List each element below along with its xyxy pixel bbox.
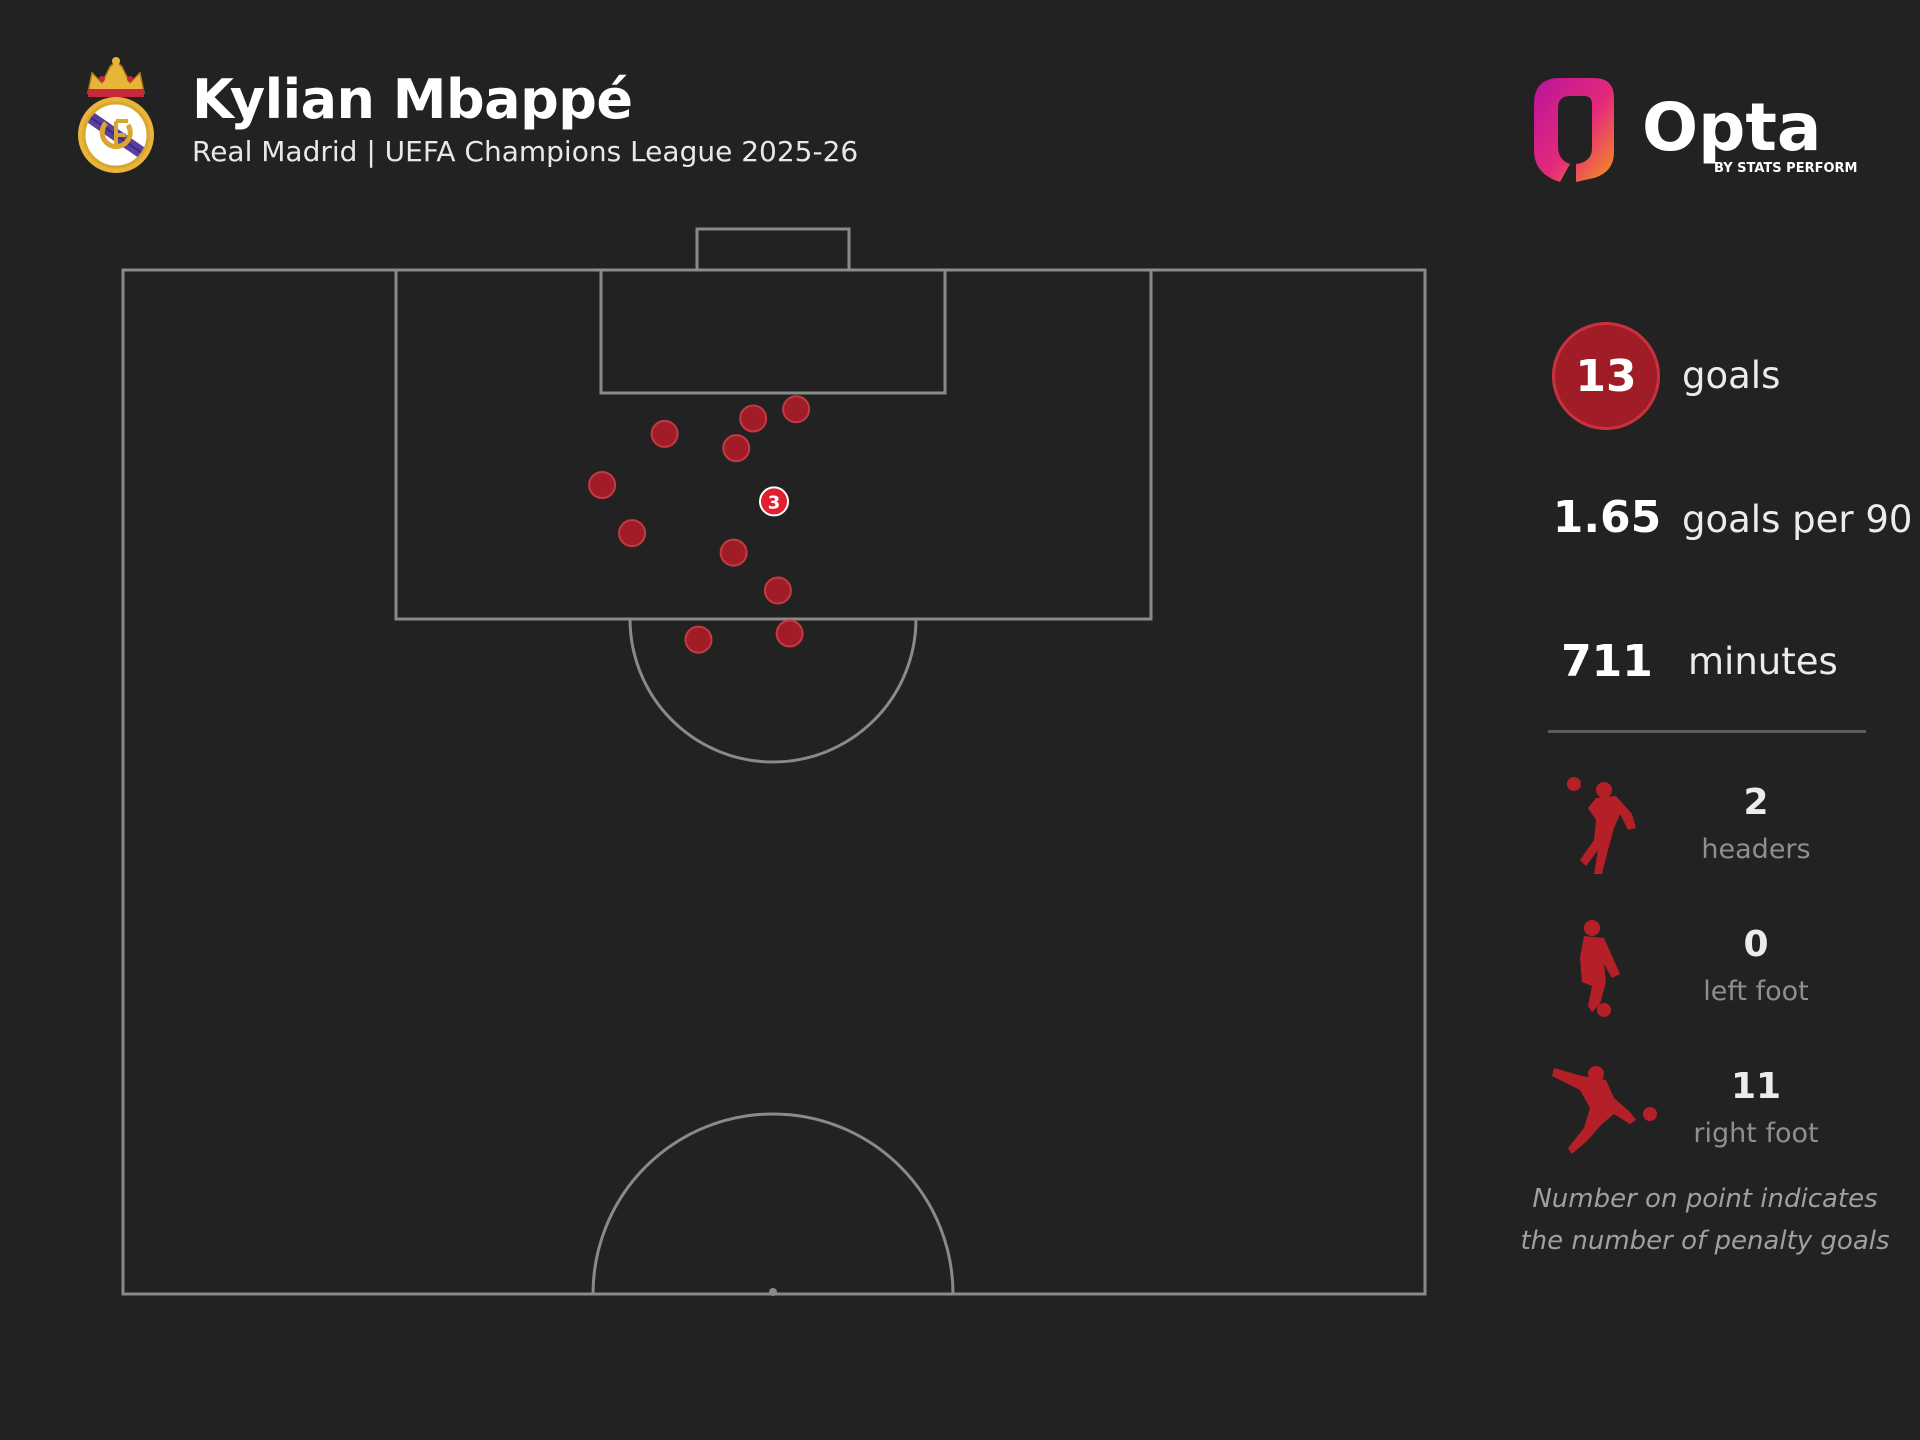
- right-foot-count: 11: [1730, 1066, 1782, 1107]
- goals-per-90-label: goals per 90: [1682, 498, 1913, 541]
- centre-circle: [591, 1112, 955, 1295]
- minutes-label: minutes: [1688, 640, 1838, 683]
- left-foot-player-icon: [1580, 920, 1620, 1017]
- stats-divider: [1548, 730, 1866, 733]
- minutes-value: 711: [1561, 636, 1653, 687]
- penalty-area: [394, 268, 1153, 621]
- footnote: Number on point indicates the number of …: [1520, 1184, 1890, 1256]
- goals-count-badge: 13: [1552, 322, 1660, 430]
- goals-label: goals: [1682, 354, 1781, 397]
- real-madrid-crest-icon: [78, 57, 154, 173]
- goal-marker: [782, 395, 811, 424]
- header-player-icon: [1567, 777, 1636, 874]
- headers-label: headers: [1701, 834, 1811, 865]
- opta-brand-text: Opta: [1642, 89, 1821, 166]
- goal-marker: [722, 434, 751, 463]
- goal-marker: [763, 576, 792, 605]
- six-yard-box: [599, 268, 947, 395]
- player-name: Kylian Mbappé: [192, 68, 633, 131]
- goal: [695, 227, 851, 272]
- goal-marker: [650, 419, 679, 448]
- headers-count: 2: [1743, 782, 1769, 823]
- left-foot-count: 0: [1743, 924, 1769, 965]
- centre-spot: [769, 1288, 777, 1296]
- goals-per-90-value: 1.65: [1552, 492, 1662, 543]
- left-foot-label: left foot: [1703, 976, 1809, 1007]
- goal-marker: [775, 619, 804, 648]
- right-foot-player-icon: [1552, 1066, 1657, 1154]
- pitch-outline: [121, 268, 1427, 1296]
- goal-marker: [719, 538, 748, 567]
- chart-subtitle: Real Madrid | UEFA Champions League 2025…: [192, 135, 859, 168]
- goal-marker: [739, 404, 768, 433]
- penalty-goal-marker: [759, 486, 789, 517]
- goal-markers-layer: 3: [588, 395, 811, 654]
- goal-marker: [684, 625, 713, 654]
- opta-tagline-text: BY STATS PERFORM: [1714, 161, 1857, 176]
- goal-marker: [618, 519, 647, 548]
- right-foot-label: right foot: [1693, 1118, 1819, 1149]
- goal-marker: [588, 471, 617, 500]
- opta-logo: Opta BY STATS PERFORM: [1534, 78, 1857, 182]
- penalty-goal-count-label: 3: [768, 492, 781, 513]
- penalty-arc: [628, 618, 918, 764]
